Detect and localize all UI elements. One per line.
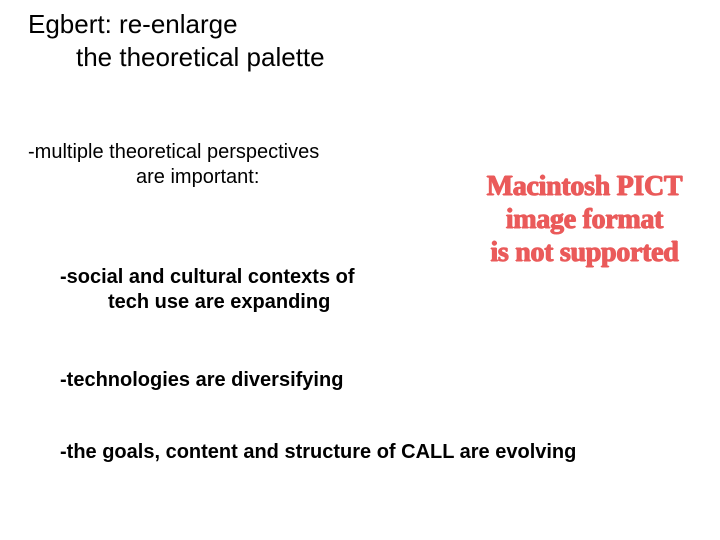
bullet-technologies: -technologies are diversifying <box>60 368 343 393</box>
subheading-line-2: are important: <box>28 165 319 190</box>
bullet-contexts-line-2: tech use are expanding <box>60 290 355 315</box>
subheading: -multiple theoretical perspectives are i… <box>28 140 319 190</box>
title-line-2: the theoretical palette <box>28 41 325 74</box>
bullet-contexts-line-1: -social and cultural contexts of <box>60 265 355 290</box>
pict-line-2: image format <box>477 203 692 236</box>
bullet-technologies-text: -technologies are diversifying <box>60 369 343 391</box>
subheading-line-1: -multiple theoretical perspectives <box>28 140 319 165</box>
pict-placeholder: Macintosh PICT image format is not suppo… <box>477 170 692 269</box>
pict-line-3: is not supported <box>477 236 692 269</box>
title-line-1: Egbert: re-enlarge <box>28 8 325 41</box>
slide-title: Egbert: re-enlarge the theoretical palet… <box>28 8 325 73</box>
bullet-goals-text: -the goals, content and structure of CAL… <box>60 441 576 463</box>
slide: Egbert: re-enlarge the theoretical palet… <box>0 0 720 540</box>
bullet-contexts: -social and cultural contexts of tech us… <box>60 265 355 315</box>
pict-line-1: Macintosh PICT <box>477 170 692 203</box>
bullet-goals: -the goals, content and structure of CAL… <box>60 440 576 465</box>
